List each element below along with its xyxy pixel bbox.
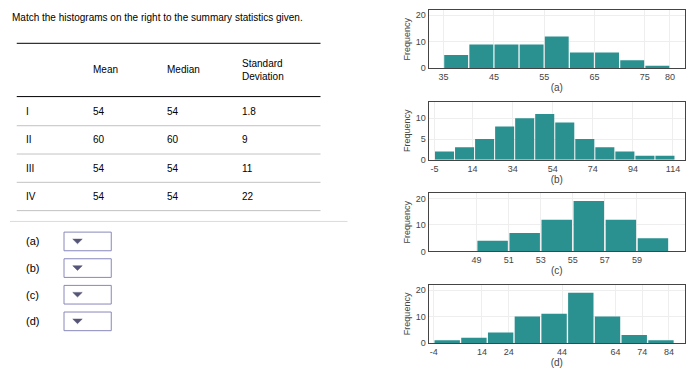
svg-text:10: 10 bbox=[416, 220, 426, 230]
svg-text:94: 94 bbox=[628, 164, 638, 174]
svg-text:0: 0 bbox=[421, 338, 426, 348]
svg-text:55: 55 bbox=[539, 72, 549, 82]
svg-text:StandardDeviation: StandardDeviation bbox=[242, 58, 284, 82]
svg-text:(a): (a) bbox=[26, 235, 39, 247]
svg-text:54: 54 bbox=[167, 106, 179, 117]
svg-text:53: 53 bbox=[536, 255, 546, 265]
svg-text:0: 0 bbox=[421, 155, 426, 165]
svg-text:11: 11 bbox=[242, 163, 253, 174]
svg-text:Frequency: Frequency bbox=[402, 109, 412, 152]
svg-text:51: 51 bbox=[504, 255, 514, 265]
svg-text:II: II bbox=[26, 134, 32, 145]
svg-text:54: 54 bbox=[93, 106, 105, 117]
svg-text:Frequency: Frequency bbox=[402, 201, 412, 244]
svg-text:Match the histograms on the ri: Match the histograms on the right to the… bbox=[12, 12, 303, 23]
svg-text:80: 80 bbox=[665, 72, 675, 82]
svg-text:59: 59 bbox=[632, 255, 642, 265]
svg-text:14: 14 bbox=[477, 347, 487, 357]
svg-text:Median: Median bbox=[167, 64, 200, 75]
svg-text:20: 20 bbox=[416, 194, 426, 204]
svg-text:(a): (a) bbox=[551, 82, 563, 93]
svg-text:54: 54 bbox=[93, 163, 105, 174]
svg-text:44: 44 bbox=[557, 347, 567, 357]
svg-text:(b): (b) bbox=[26, 262, 39, 274]
svg-text:64: 64 bbox=[611, 347, 621, 357]
svg-text:24: 24 bbox=[504, 347, 514, 357]
svg-text:55: 55 bbox=[568, 255, 578, 265]
svg-text:-5: -5 bbox=[431, 164, 439, 174]
svg-text:9: 9 bbox=[242, 134, 248, 145]
svg-text:20: 20 bbox=[416, 285, 426, 295]
svg-text:74: 74 bbox=[588, 164, 598, 174]
svg-text:57: 57 bbox=[600, 255, 610, 265]
svg-text:22: 22 bbox=[242, 191, 254, 202]
svg-text:65: 65 bbox=[589, 72, 599, 82]
svg-text:60: 60 bbox=[93, 134, 105, 145]
svg-text:0: 0 bbox=[421, 247, 426, 257]
svg-text:-4: -4 bbox=[430, 347, 438, 357]
svg-text:Frequency: Frequency bbox=[402, 292, 412, 335]
svg-text:I: I bbox=[26, 106, 29, 117]
svg-text:(d): (d) bbox=[551, 357, 563, 368]
svg-text:(c): (c) bbox=[551, 265, 563, 276]
svg-text:75: 75 bbox=[640, 72, 650, 82]
svg-text:Mean: Mean bbox=[93, 64, 118, 75]
svg-text:34: 34 bbox=[508, 164, 518, 174]
svg-text:20: 20 bbox=[416, 10, 426, 20]
svg-text:54: 54 bbox=[167, 163, 179, 174]
svg-text:60: 60 bbox=[167, 134, 179, 145]
svg-text:114: 114 bbox=[666, 164, 680, 174]
svg-text:49: 49 bbox=[472, 255, 482, 265]
svg-text:(d): (d) bbox=[26, 315, 39, 327]
svg-text:74: 74 bbox=[637, 347, 647, 357]
svg-text:54: 54 bbox=[93, 191, 105, 202]
svg-text:III: III bbox=[26, 163, 34, 174]
svg-text:54: 54 bbox=[167, 191, 179, 202]
svg-text:84: 84 bbox=[664, 347, 674, 357]
svg-text:1.8: 1.8 bbox=[242, 106, 256, 117]
svg-text:10: 10 bbox=[416, 312, 426, 322]
svg-text:Frequency: Frequency bbox=[402, 17, 412, 60]
svg-text:10: 10 bbox=[416, 113, 426, 123]
svg-text:(b): (b) bbox=[551, 174, 563, 185]
svg-text:(c): (c) bbox=[26, 289, 39, 301]
svg-text:IV: IV bbox=[26, 191, 36, 202]
svg-text:5: 5 bbox=[421, 134, 426, 144]
svg-text:35: 35 bbox=[439, 72, 449, 82]
svg-text:45: 45 bbox=[489, 72, 499, 82]
svg-text:54: 54 bbox=[548, 164, 558, 174]
svg-text:0: 0 bbox=[421, 63, 426, 73]
svg-text:10: 10 bbox=[416, 37, 426, 47]
svg-text:14: 14 bbox=[468, 164, 478, 174]
